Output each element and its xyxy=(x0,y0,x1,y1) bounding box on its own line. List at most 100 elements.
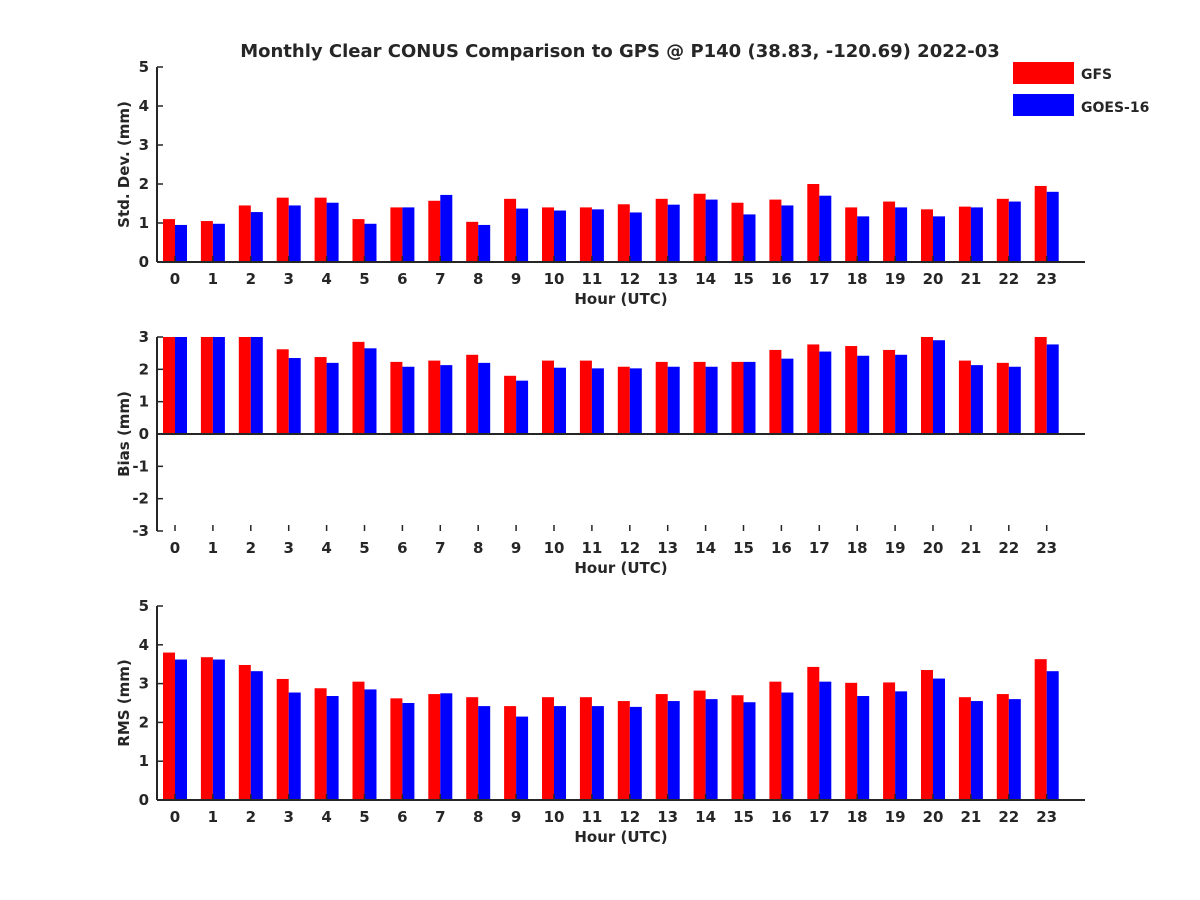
bar-bias-goes16-hour-21 xyxy=(970,365,983,434)
bias-x-tick-label: 21 xyxy=(960,539,981,557)
bias-x-tick-label: 23 xyxy=(1036,539,1057,557)
bias-x-tick-label: 9 xyxy=(511,539,521,557)
bar-bias-goes16-hour-4 xyxy=(326,362,339,434)
std-dev-x-tick-label: 15 xyxy=(733,270,754,288)
bias-y-tick-label: -3 xyxy=(132,522,149,540)
rms-x-tick-label: 20 xyxy=(923,808,944,826)
std-dev-x-tick-label: 1 xyxy=(208,270,218,288)
bar-std-dev-gfs-hour-2 xyxy=(238,205,251,262)
bar-std-dev-gfs-hour-3 xyxy=(276,197,289,262)
bias-x-tick-label: 17 xyxy=(809,539,830,557)
bar-std-dev-goes16-hour-18 xyxy=(857,216,870,262)
legend-swatch-gfs xyxy=(1013,62,1074,84)
bar-bias-gfs-hour-8 xyxy=(466,354,479,434)
rms-y-tick-label: 2 xyxy=(139,713,149,731)
bar-bias-gfs-hour-0 xyxy=(163,337,175,434)
rms-x-tick-label: 18 xyxy=(847,808,868,826)
bar-bias-goes16-hour-5 xyxy=(364,348,377,434)
bar-bias-gfs-hour-11 xyxy=(579,360,592,434)
rms-x-tick-label: 19 xyxy=(885,808,906,826)
std-dev-x-tick-label: 3 xyxy=(283,270,293,288)
legend-label-goes16: GOES-16 xyxy=(1081,100,1149,116)
bar-bias-goes16-hour-20 xyxy=(933,340,945,434)
bar-bias-goes16-hour-15 xyxy=(743,361,756,434)
bar-std-dev-goes16-hour-19 xyxy=(895,207,908,262)
bar-bias-goes16-hour-12 xyxy=(629,368,642,434)
bar-bias-goes16-hour-9 xyxy=(516,380,529,434)
bar-std-dev-gfs-hour-17 xyxy=(807,184,820,262)
bar-bias-gfs-hour-14 xyxy=(693,361,706,434)
std-dev-y-tick-label: 3 xyxy=(139,136,149,154)
rms-x-tick-label: 14 xyxy=(695,808,716,826)
bar-rms-gfs-hour-5 xyxy=(352,681,365,800)
bar-rms-gfs-hour-16 xyxy=(769,681,782,800)
std-dev-x-tick-label: 12 xyxy=(619,270,640,288)
bar-rms-gfs-hour-0 xyxy=(163,652,175,800)
std-dev-y-tick-label: 4 xyxy=(139,97,149,115)
bar-bias-goes16-hour-1 xyxy=(212,337,225,434)
bar-rms-goes16-hour-5 xyxy=(364,689,377,800)
std-dev-x-tick-label: 5 xyxy=(359,270,369,288)
std-dev-x-tick-label: 18 xyxy=(847,270,868,288)
rms-x-tick-label: 23 xyxy=(1036,808,1057,826)
bar-rms-goes16-hour-8 xyxy=(478,706,491,800)
bar-std-dev-goes16-hour-9 xyxy=(516,208,529,262)
bar-bias-gfs-hour-7 xyxy=(428,360,441,434)
bar-rms-gfs-hour-7 xyxy=(428,694,441,800)
rms-x-tick-label: 13 xyxy=(657,808,678,826)
bias-x-tick-label: 4 xyxy=(321,539,331,557)
bar-rms-gfs-hour-12 xyxy=(617,701,630,800)
bar-rms-gfs-hour-10 xyxy=(542,697,554,800)
bar-bias-goes16-hour-23 xyxy=(1046,344,1059,434)
bar-std-dev-gfs-hour-0 xyxy=(163,219,175,262)
rms-x-tick-label: 16 xyxy=(771,808,792,826)
bar-std-dev-goes16-hour-14 xyxy=(705,199,718,262)
std-dev-x-tick-label: 7 xyxy=(435,270,445,288)
bar-bias-goes16-hour-17 xyxy=(819,351,832,434)
bar-std-dev-goes16-hour-11 xyxy=(591,209,604,262)
rms-x-tick-label: 1 xyxy=(208,808,218,826)
bar-rms-gfs-hour-15 xyxy=(731,695,744,800)
bar-bias-gfs-hour-5 xyxy=(352,341,365,434)
bias-x-tick-label: 14 xyxy=(695,539,716,557)
bar-bias-goes16-hour-3 xyxy=(288,358,301,434)
bar-std-dev-goes16-hour-12 xyxy=(629,212,642,262)
bar-std-dev-goes16-hour-3 xyxy=(288,205,301,262)
rms-x-tick-label: 2 xyxy=(246,808,256,826)
bar-rms-goes16-hour-19 xyxy=(895,691,908,800)
bar-rms-goes16-hour-9 xyxy=(516,716,529,800)
bias-x-tick-label: 16 xyxy=(771,539,792,557)
bar-rms-gfs-hour-2 xyxy=(238,664,251,800)
bar-std-dev-gfs-hour-7 xyxy=(428,200,441,262)
rms-x-tick-label: 7 xyxy=(435,808,445,826)
rms-x-tick-label: 15 xyxy=(733,808,754,826)
bar-rms-goes16-hour-13 xyxy=(667,701,680,800)
bar-std-dev-goes16-hour-13 xyxy=(667,204,680,262)
bar-rms-gfs-hour-23 xyxy=(1034,659,1047,800)
bar-rms-goes16-hour-16 xyxy=(781,692,794,800)
bias-x-tick-label: 18 xyxy=(847,539,868,557)
bar-std-dev-goes16-hour-4 xyxy=(326,202,339,262)
bar-bias-goes16-hour-14 xyxy=(705,366,718,434)
bar-rms-goes16-hour-2 xyxy=(250,671,263,800)
bar-bias-goes16-hour-10 xyxy=(554,367,566,434)
bar-rms-goes16-hour-6 xyxy=(402,703,415,800)
bar-std-dev-gfs-hour-10 xyxy=(542,207,554,262)
bar-std-dev-gfs-hour-20 xyxy=(921,209,933,262)
rms-x-tick-label: 10 xyxy=(544,808,565,826)
legend-label-gfs: GFS xyxy=(1081,67,1112,83)
bar-rms-goes16-hour-15 xyxy=(743,702,756,800)
bias-x-tick-label: 7 xyxy=(435,539,445,557)
std-dev-x-tick-label: 14 xyxy=(695,270,716,288)
std-dev-y-tick-label: 2 xyxy=(139,175,149,193)
bar-rms-gfs-hour-20 xyxy=(921,670,933,800)
bar-rms-goes16-hour-12 xyxy=(629,706,642,800)
rms-x-tick-label: 22 xyxy=(998,808,1019,826)
std-dev-x-tick-label: 2 xyxy=(246,270,256,288)
bar-std-dev-goes16-hour-16 xyxy=(781,205,794,262)
bar-std-dev-goes16-hour-21 xyxy=(970,207,983,262)
bar-bias-gfs-hour-22 xyxy=(996,362,1009,434)
bar-std-dev-gfs-hour-14 xyxy=(693,193,706,262)
